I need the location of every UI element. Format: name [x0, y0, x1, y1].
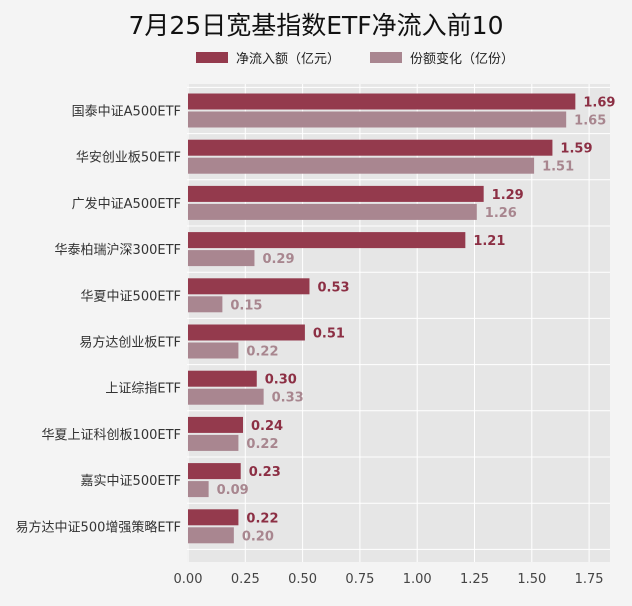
data-label-share-change: 1.51 [542, 160, 574, 175]
x-tick-label: 1.00 [403, 572, 432, 587]
x-tick-label: 0.50 [288, 572, 317, 587]
legend-label-share-change: 份额变化（亿份） [410, 52, 515, 67]
bar-net-inflow [188, 416, 244, 433]
bar-share-change [188, 203, 477, 220]
category-label: 华夏上证科创板100ETF [42, 428, 181, 443]
bar-share-change [188, 481, 209, 498]
legend-item-net-inflow: 净流入额（亿元） [196, 48, 340, 67]
data-label-share-change: 0.22 [246, 345, 278, 360]
bar-share-change [188, 111, 567, 128]
data-label-share-change: 1.65 [574, 114, 606, 129]
bar-share-change [188, 342, 239, 359]
category-label: 广发中证A500ETF [72, 196, 181, 212]
x-tick-label: 0.25 [231, 572, 260, 587]
category-label: 易方达中证500增强策略ETF [16, 519, 181, 535]
category-label: 华泰柏瑞沪深300ETF [55, 242, 181, 258]
bar-net-inflow [188, 278, 310, 295]
data-label-share-change: 0.29 [262, 252, 294, 267]
category-label: 华安创业板50ETF [76, 151, 181, 166]
bar-share-change [188, 527, 234, 544]
legend-swatch-share-change [370, 52, 403, 63]
bar-share-change [188, 388, 264, 405]
bar-net-inflow [188, 185, 484, 202]
bar-share-change [188, 157, 535, 174]
legend-label-net-inflow: 净流入额（亿元） [236, 52, 341, 67]
category-label: 华夏中证500ETF [81, 289, 181, 304]
x-tick-label: 1.75 [575, 572, 604, 587]
chart-title: 7月25日宽基指数ETF净流入前10 [128, 11, 504, 40]
data-label-net-inflow: 0.22 [246, 511, 278, 526]
category-label: 嘉实中证500ETF [81, 474, 181, 489]
bar-net-inflow [188, 370, 257, 387]
legend-item-share-change: 份额变化（亿份） [370, 48, 514, 67]
x-tick-label: 1.25 [460, 572, 489, 587]
bar-net-inflow [188, 139, 553, 156]
category-label: 上证综指ETF [105, 382, 181, 397]
bar-net-inflow [188, 232, 466, 249]
data-label-share-change: 0.22 [246, 437, 278, 452]
data-label-share-change: 1.26 [485, 206, 517, 221]
bar-net-inflow [188, 463, 241, 480]
x-tick-label: 0.75 [345, 572, 374, 587]
bar-share-change [188, 296, 223, 313]
data-label-share-change: 0.33 [272, 391, 304, 406]
data-label-net-inflow: 1.21 [473, 234, 505, 249]
x-tick-label: 0.00 [174, 572, 203, 587]
bar-net-inflow [188, 93, 576, 110]
bar-share-change [188, 434, 239, 451]
data-label-net-inflow: 0.51 [313, 327, 345, 342]
chart-legend: 净流入额（亿元） 份额变化（亿份） [196, 48, 514, 67]
category-label: 易方达创业板ETF [79, 335, 181, 351]
data-label-net-inflow: 1.59 [560, 142, 592, 157]
category-label: 国泰中证A500ETF [72, 105, 181, 120]
data-label-share-change: 0.20 [242, 529, 274, 544]
data-label-share-change: 0.09 [217, 483, 249, 498]
data-label-net-inflow: 0.53 [317, 280, 349, 295]
bar-net-inflow [188, 509, 239, 526]
bar-net-inflow [188, 324, 305, 341]
data-label-net-inflow: 0.24 [251, 419, 283, 434]
x-tick-label: 1.50 [517, 572, 546, 587]
data-label-net-inflow: 1.29 [492, 188, 524, 203]
legend-swatch-net-inflow [196, 52, 228, 63]
data-label-net-inflow: 0.30 [265, 373, 297, 388]
data-label-net-inflow: 0.23 [249, 465, 281, 480]
bar-share-change [188, 250, 255, 267]
data-label-share-change: 0.15 [230, 298, 262, 313]
data-label-net-inflow: 1.69 [583, 96, 615, 111]
